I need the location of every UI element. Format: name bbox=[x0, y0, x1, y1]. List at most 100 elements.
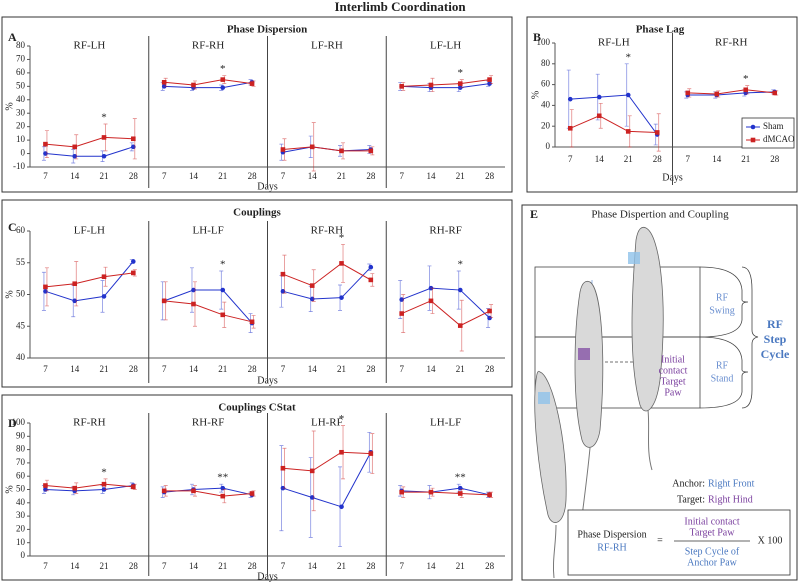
panel-letter: B bbox=[533, 30, 541, 44]
significance: * bbox=[743, 73, 749, 85]
y-tick-label: 40 bbox=[541, 99, 551, 109]
point bbox=[280, 465, 286, 471]
x-tick-label: 21 bbox=[337, 561, 346, 571]
legend-swatch bbox=[750, 124, 756, 130]
panel-title: Couplings bbox=[233, 207, 281, 219]
y-tick-label: 0 bbox=[21, 550, 26, 560]
series-line bbox=[282, 262, 372, 287]
legend-frame bbox=[741, 117, 795, 149]
y-tick-label: 80 bbox=[16, 40, 26, 50]
panel-frame bbox=[1, 394, 513, 581]
x-tick-label: 21 bbox=[218, 364, 227, 374]
x-tick-label: 14 bbox=[70, 364, 80, 374]
point bbox=[72, 144, 78, 150]
series-line bbox=[164, 289, 253, 324]
significance: * bbox=[220, 63, 226, 75]
panel-letter: A bbox=[8, 30, 17, 44]
x-tick-label: 28 bbox=[366, 364, 376, 374]
series-line bbox=[401, 83, 490, 89]
series-line bbox=[45, 272, 134, 288]
anchor-paw bbox=[538, 392, 550, 404]
point bbox=[220, 493, 226, 499]
rat bbox=[534, 370, 567, 523]
panel-frame bbox=[1, 199, 513, 388]
point bbox=[191, 301, 196, 307]
x-axis-label: Days bbox=[257, 571, 278, 582]
y-tick-label: 70 bbox=[16, 54, 26, 64]
x-tick-label: 7 bbox=[43, 364, 48, 374]
x-tick-label: 7 bbox=[162, 171, 167, 181]
x-tick-label: 21 bbox=[456, 171, 465, 181]
formula-numerator: Target Paw bbox=[690, 527, 736, 538]
rat-tail bbox=[647, 409, 653, 471]
y-tick-label: 50 bbox=[16, 289, 26, 299]
panel-letter: D bbox=[8, 416, 17, 430]
subplot-title: RF-RH bbox=[311, 225, 343, 237]
series-line bbox=[570, 94, 658, 135]
point bbox=[101, 135, 107, 140]
subplot-title: RF-RH bbox=[192, 40, 224, 52]
point bbox=[191, 82, 196, 88]
x-tick-label: 21 bbox=[100, 171, 109, 181]
x-tick-label: 14 bbox=[189, 171, 199, 181]
point bbox=[131, 270, 136, 276]
point bbox=[220, 312, 226, 318]
significance: * bbox=[458, 67, 464, 79]
series-line bbox=[164, 79, 253, 86]
point bbox=[487, 308, 492, 314]
point bbox=[280, 271, 286, 277]
point bbox=[131, 136, 136, 142]
subplot-title: RF-RH bbox=[73, 417, 105, 429]
x-tick-label: 28 bbox=[366, 171, 376, 181]
legend: Sham dMCAO bbox=[741, 117, 795, 149]
point bbox=[596, 113, 602, 119]
point bbox=[280, 147, 286, 152]
diagram-title: Phase Dispertion and Coupling bbox=[591, 209, 729, 221]
series-line bbox=[164, 81, 253, 89]
contact-label: contact bbox=[659, 365, 688, 376]
point bbox=[339, 148, 344, 154]
y-tick-label: 45 bbox=[16, 320, 26, 330]
stand-label: Stand bbox=[711, 373, 734, 384]
x-tick-label: 7 bbox=[281, 561, 286, 571]
y-tick-label: 100 bbox=[12, 417, 26, 427]
point bbox=[428, 82, 434, 88]
point bbox=[399, 311, 404, 316]
point bbox=[339, 504, 344, 510]
rat bbox=[574, 280, 604, 448]
x-tick-label: 21 bbox=[218, 561, 227, 571]
x-tick-label: 14 bbox=[189, 561, 199, 571]
series-line bbox=[45, 483, 134, 489]
x-tick-label: 28 bbox=[485, 171, 495, 181]
x-tick-label: 7 bbox=[399, 561, 404, 571]
x-tick-label: 28 bbox=[248, 364, 258, 374]
x-tick-label: 21 bbox=[741, 154, 750, 164]
anchor-label: Anchor: bbox=[672, 478, 705, 489]
point bbox=[596, 94, 602, 100]
subplot-title: RF-RH bbox=[715, 37, 747, 49]
x-tick-label: 21 bbox=[624, 154, 633, 164]
point bbox=[457, 287, 463, 293]
brace bbox=[699, 266, 749, 338]
x-tick-label: 28 bbox=[129, 561, 139, 571]
x-tick-label: 21 bbox=[337, 364, 346, 374]
point bbox=[191, 488, 196, 494]
subplot-title: RH-RF bbox=[192, 417, 224, 429]
subplot-title: LH-LF bbox=[430, 417, 461, 429]
x-tick-label: 14 bbox=[426, 171, 436, 181]
significance: * bbox=[101, 112, 107, 124]
y-tick-label: 80 bbox=[16, 444, 26, 454]
series-line bbox=[401, 287, 490, 319]
y-tick-label: 10 bbox=[16, 134, 26, 144]
formula-numerator: Initial contact bbox=[684, 516, 739, 527]
y-axis-label: % bbox=[4, 290, 15, 298]
point bbox=[567, 96, 573, 102]
point bbox=[131, 259, 136, 264]
x-tick-label: 7 bbox=[281, 171, 286, 181]
point bbox=[72, 153, 78, 159]
point bbox=[249, 81, 255, 86]
contact-label: Paw bbox=[664, 387, 682, 398]
subplot-title: RF-LH bbox=[598, 37, 630, 49]
significance: * bbox=[458, 259, 464, 271]
